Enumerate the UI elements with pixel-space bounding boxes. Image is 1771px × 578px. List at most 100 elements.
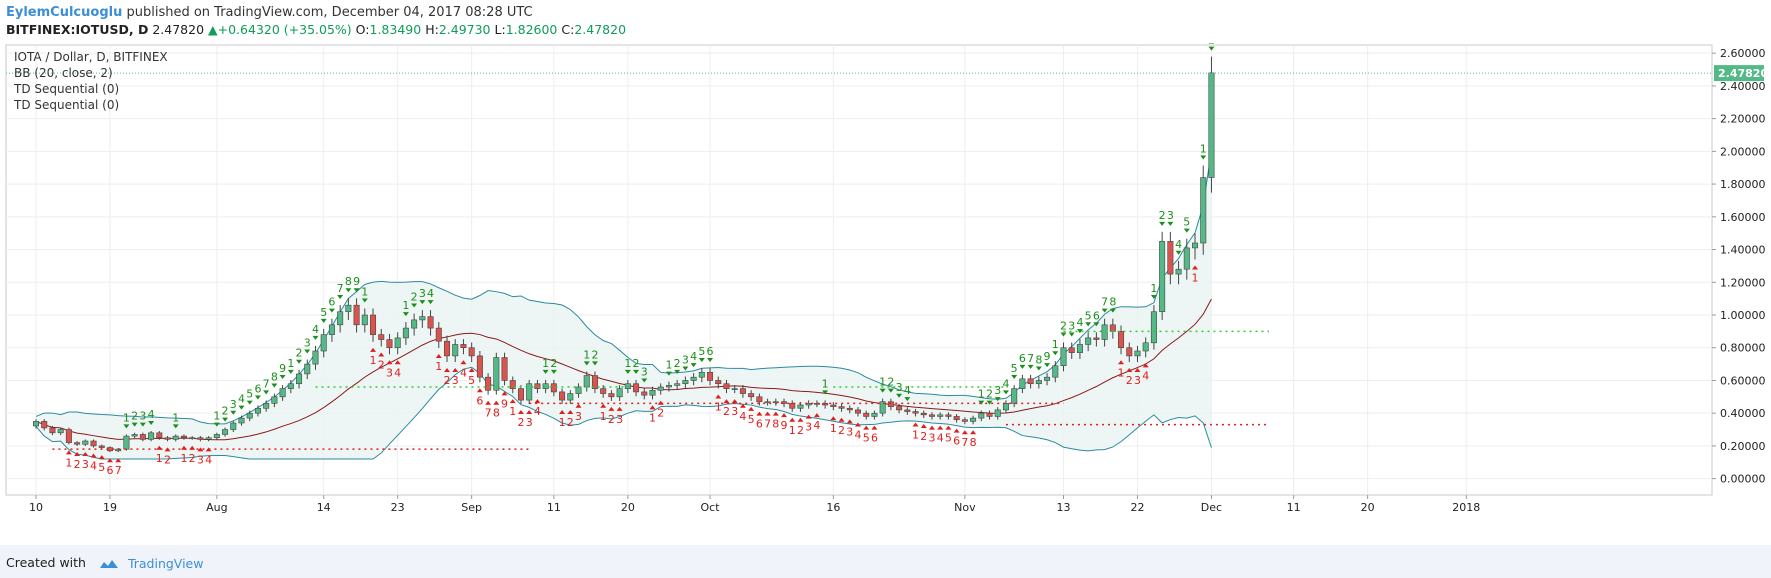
td-up-triangle-icon xyxy=(65,450,72,455)
open-value: 1.83490 xyxy=(369,22,422,37)
td-up-triangle-icon xyxy=(444,368,450,373)
y-tick-label: 2.40000 xyxy=(1720,80,1766,93)
candle-body xyxy=(1011,388,1018,404)
td-up-triangle-icon xyxy=(797,417,804,422)
x-tick-label: Oct xyxy=(701,501,721,514)
y-tick-label: 2.00000 xyxy=(1720,145,1766,158)
td-down-triangle-icon xyxy=(994,397,1001,402)
td-count-label: 1 xyxy=(123,411,130,424)
td-down-triangle-icon xyxy=(1167,221,1174,226)
td-count-label: 3 xyxy=(1134,374,1141,387)
close-label: C: xyxy=(561,22,575,37)
candle-body xyxy=(961,419,968,422)
td-up-triangle-icon xyxy=(945,425,952,430)
legend-title: IOTA / Dollar, D, BITFINEX xyxy=(14,50,168,64)
candle-body xyxy=(189,437,196,440)
candle-body xyxy=(624,383,631,389)
candle-body xyxy=(517,388,524,401)
td-count-label: 6 xyxy=(106,464,113,477)
td-up-triangle-icon xyxy=(838,417,845,422)
td-count-label: 2 xyxy=(131,410,138,423)
td-down-triangle-icon xyxy=(312,335,319,340)
candle-body xyxy=(559,391,566,401)
lower-band-line xyxy=(35,366,1212,460)
td-down-triangle-icon xyxy=(1044,363,1051,368)
candle-body xyxy=(674,383,681,386)
candle-body xyxy=(57,429,64,434)
candle-body xyxy=(879,401,886,414)
td-up-triangle-icon xyxy=(460,360,467,365)
td-count-label: 4 xyxy=(205,453,212,466)
td-count-label: 1 xyxy=(1200,143,1207,156)
td-up-triangle-icon xyxy=(1142,363,1149,368)
td-down-triangle-icon xyxy=(904,397,911,402)
candle-body xyxy=(394,337,401,349)
time-axis[interactable]: 10 19 Aug 14 23 Sep 11 20 Oct 16 Nov 13 22 Dec 11 20 201… xyxy=(29,495,1480,514)
candle-body xyxy=(1044,376,1051,381)
td-count-label: 1 xyxy=(583,348,590,361)
candle-body xyxy=(501,357,508,381)
tradingview-link[interactable]: TradingView xyxy=(127,556,204,571)
candle-body xyxy=(1019,378,1026,389)
td-down-triangle-icon xyxy=(287,369,294,374)
x-tick-label: 16 xyxy=(826,501,840,514)
candle-body xyxy=(723,383,730,389)
td-count-label: 5 xyxy=(748,413,755,426)
candle-body xyxy=(460,344,467,349)
td-count-label: 4 xyxy=(1142,369,1149,382)
td-down-triangle-icon xyxy=(624,369,631,374)
candle-body xyxy=(649,389,656,396)
candle-body xyxy=(123,435,130,450)
td-count-label: 2 xyxy=(550,357,557,370)
td-down-triangle-icon xyxy=(707,358,714,363)
td-count-label: 3 xyxy=(230,398,237,411)
td-count-label: 3 xyxy=(1167,209,1174,222)
td-up-triangle-icon xyxy=(476,388,483,393)
candle-body xyxy=(715,380,722,385)
candle-body xyxy=(698,371,705,378)
td-down-triangle-icon xyxy=(345,288,352,293)
candle-body xyxy=(402,327,409,339)
td-count-label: 1 xyxy=(172,411,179,424)
td-up-triangle-icon xyxy=(82,451,89,456)
td-count-label: 6 xyxy=(328,296,335,309)
td-up-triangle-icon xyxy=(928,425,935,430)
td-down-triangle-icon xyxy=(1159,221,1166,226)
candle-body xyxy=(180,435,187,439)
td-down-triangle-icon xyxy=(271,383,278,388)
td-down-triangle-icon xyxy=(222,417,229,422)
candle-body xyxy=(419,316,426,321)
x-tick-label: 10 xyxy=(29,501,43,514)
td-up-triangle-icon xyxy=(115,458,122,463)
td-down-triangle-icon xyxy=(123,424,130,429)
candle-body xyxy=(797,404,804,409)
td-up-triangle-icon xyxy=(559,410,566,415)
candle-body xyxy=(427,316,434,329)
candle-body xyxy=(871,412,878,417)
candle-body xyxy=(846,407,853,411)
td-count-label: 6 xyxy=(953,435,960,448)
candle-body xyxy=(493,357,500,391)
candle-body xyxy=(271,396,278,404)
candle-body xyxy=(378,334,385,340)
td-count-label: 1 xyxy=(789,424,796,437)
candle-body xyxy=(854,409,861,414)
td-count-label: 2 xyxy=(633,357,640,370)
td-up-triangle-icon xyxy=(197,447,204,452)
candle-body xyxy=(1002,403,1009,411)
candle-body xyxy=(600,388,607,394)
candle-body xyxy=(98,445,105,448)
td-count-label: 4 xyxy=(90,460,97,473)
high-value: 2.49730 xyxy=(438,22,491,37)
td-up-triangle-icon xyxy=(370,347,377,352)
candle-body xyxy=(550,383,557,393)
td-count-label: 1 xyxy=(542,357,549,370)
td-count-label: 1 xyxy=(156,452,163,465)
td-up-triangle-icon xyxy=(715,394,722,399)
candle-body xyxy=(904,409,911,412)
price-axis[interactable]: 0.00000 0.20000 0.40000 0.60000 0.80000 1.000… xyxy=(6,47,1768,486)
td-count-label: 1 xyxy=(370,354,377,367)
author-link[interactable]: EylemCulcuoglu xyxy=(6,5,123,20)
